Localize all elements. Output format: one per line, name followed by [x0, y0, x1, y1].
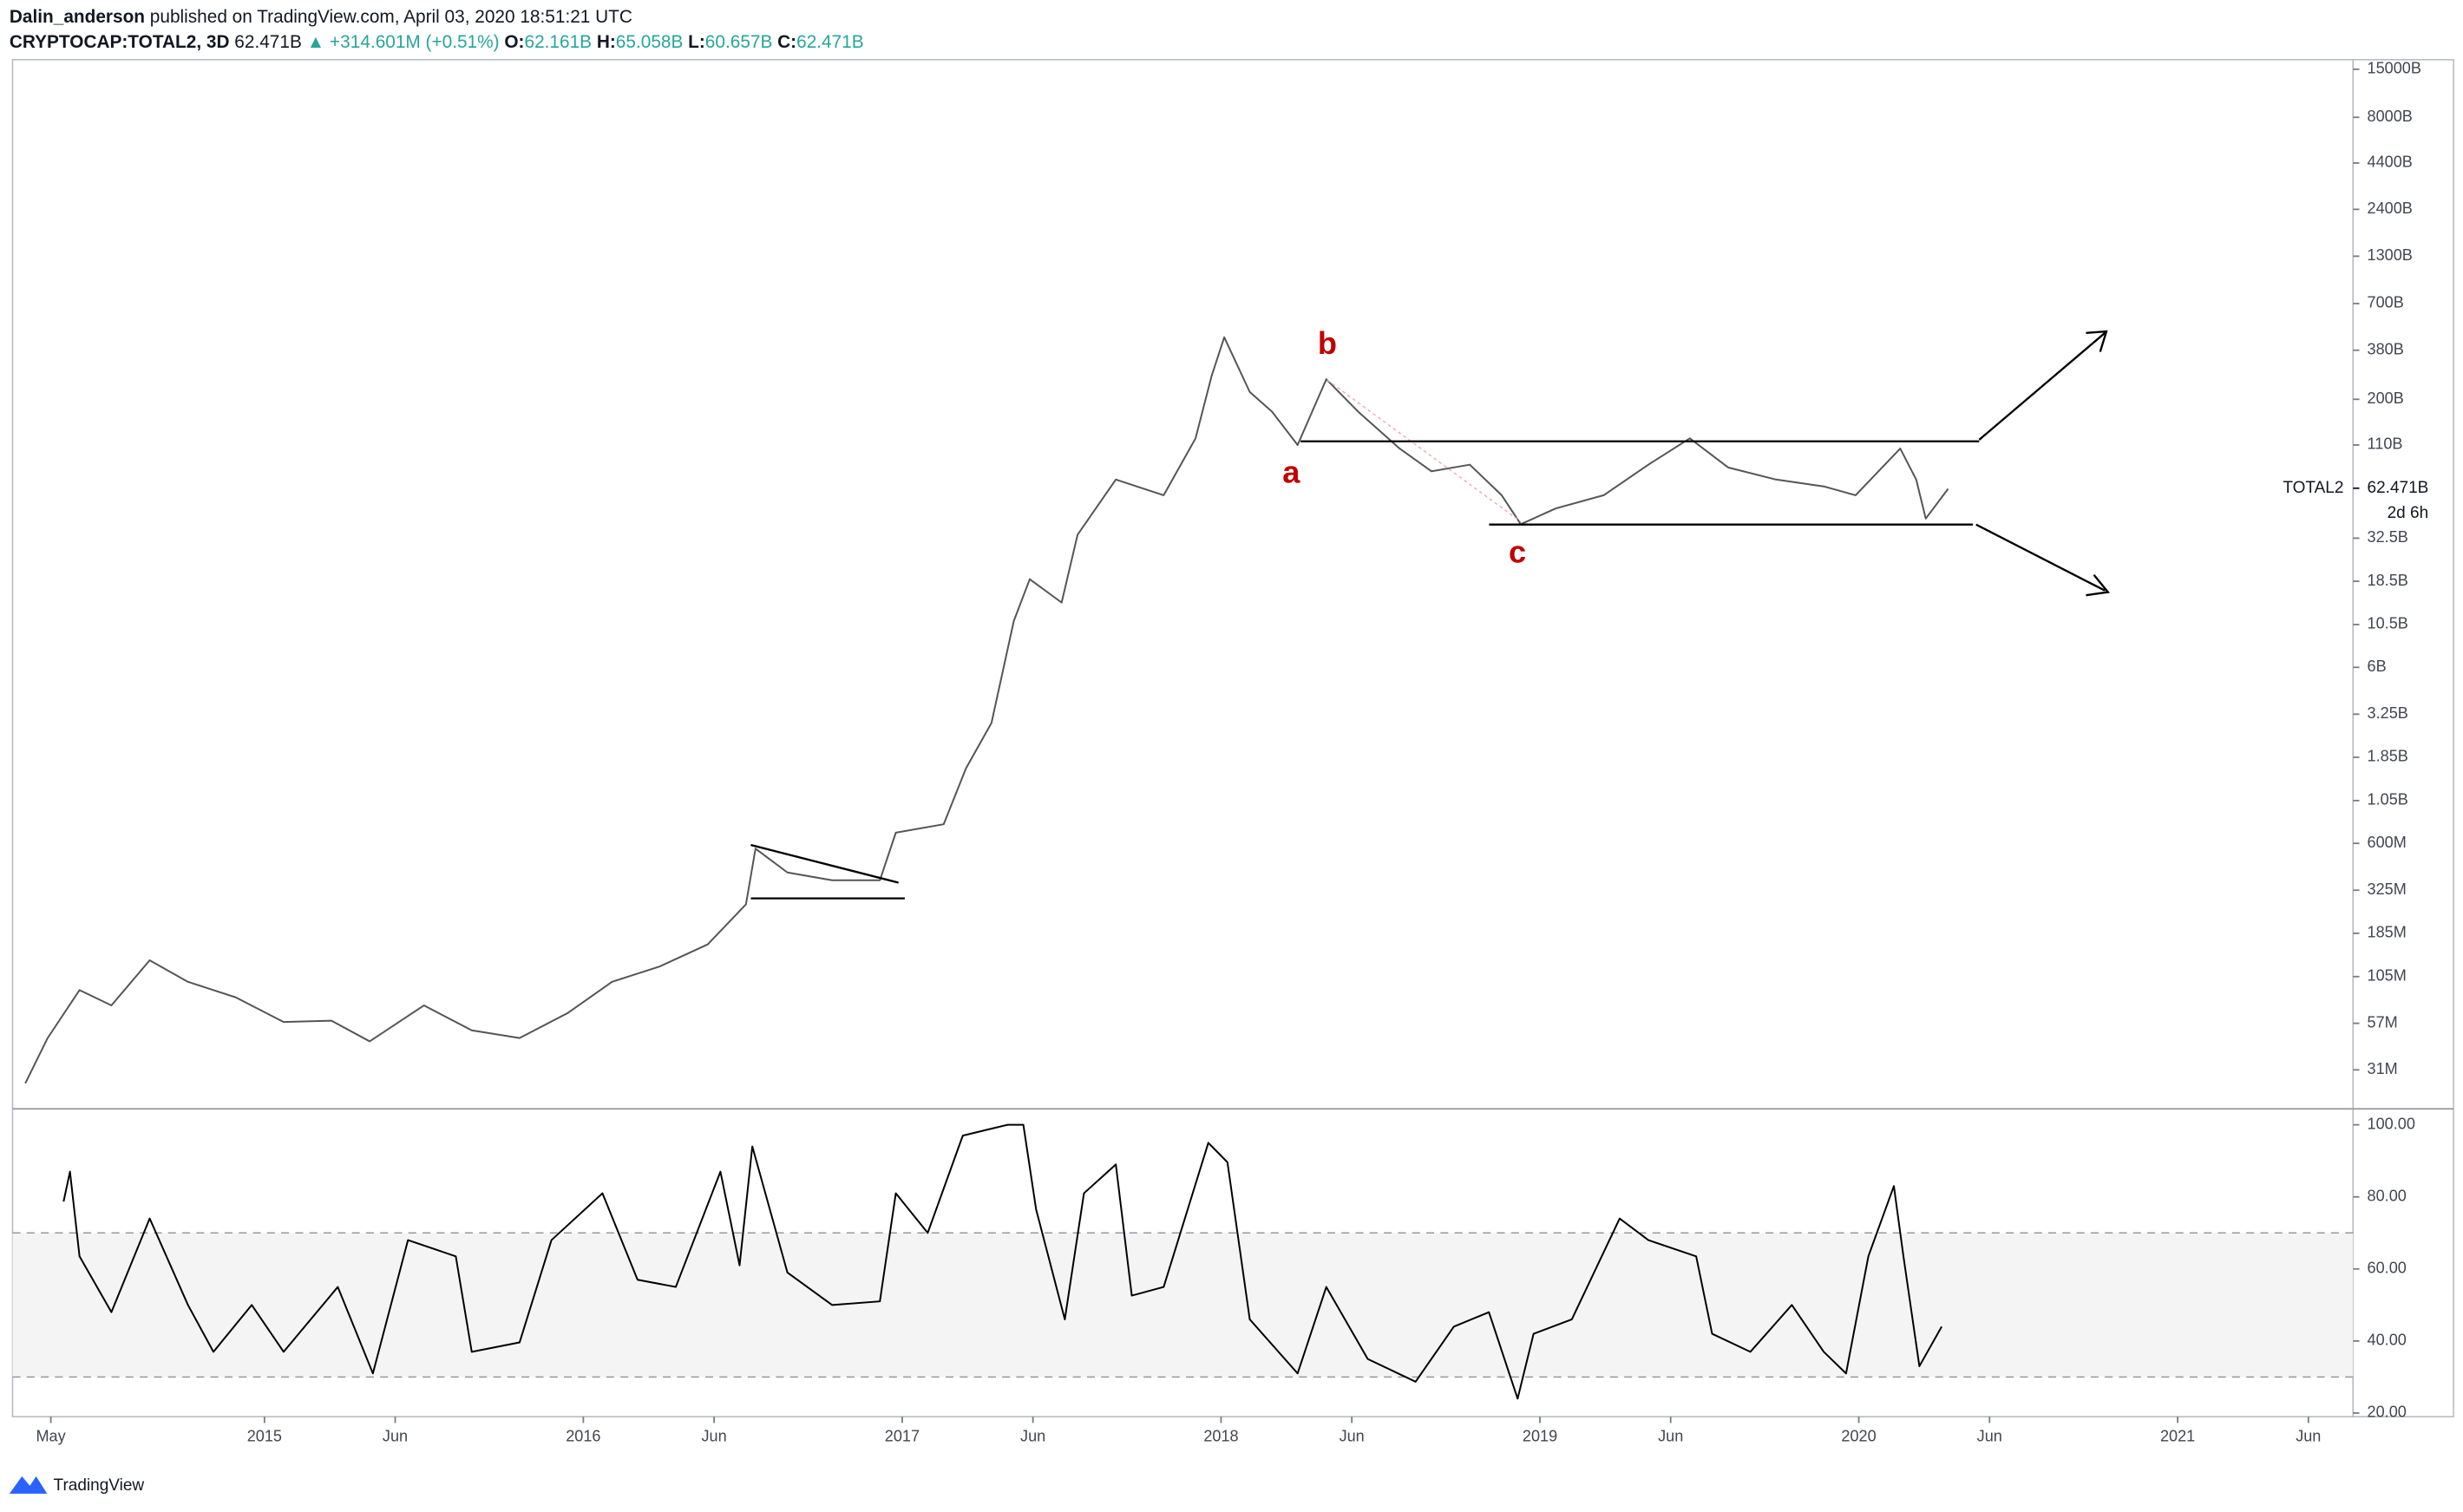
- band-fill: [12, 1233, 2354, 1378]
- y-tick-label: 20.00: [2368, 1404, 2407, 1421]
- close: 62.471B: [796, 31, 864, 51]
- arrow-down-head: [2086, 573, 2111, 597]
- x-tick-label: Jun: [1340, 1427, 1365, 1444]
- price: 62.471B: [234, 31, 302, 51]
- wave-label: c: [1509, 534, 1526, 570]
- series-name: TOTAL2: [2283, 479, 2343, 497]
- y-tick-label: 600M: [2368, 834, 2407, 851]
- chart-layer: 15000B 8000B 4400B 2400B 1300B 700B 380B 200B 11…: [12, 60, 2429, 1444]
- y-tick-label: 200B: [2368, 389, 2404, 407]
- y-tick-label: 4400B: [2368, 154, 2413, 171]
- y-tick-label: 32.5B: [2368, 528, 2408, 546]
- y-tick-label: 325M: [2368, 880, 2407, 898]
- x-tick-label: 2016: [566, 1427, 600, 1444]
- y-tick-label: 10.5B: [2368, 615, 2408, 632]
- y-tick-label: 31M: [2368, 1060, 2398, 1077]
- high: 65.058B: [616, 31, 684, 51]
- ticker-line: CRYPTOCAP:TOTAL2, 3D 62.471B ▲ +314.601M…: [10, 31, 864, 51]
- price-axis-frame: [2352, 59, 2454, 1417]
- y-tick-label: 3.25B: [2368, 704, 2408, 722]
- triangle-upper: [750, 843, 899, 884]
- y-tick-label: 700B: [2368, 294, 2404, 311]
- x-tick-label: Jun: [1020, 1427, 1045, 1444]
- y-tick-label: 6B: [2368, 658, 2387, 675]
- y-tick-label: 2400B: [2368, 200, 2413, 217]
- wave-line: [1326, 379, 1522, 522]
- countdown: 2d 6h: [2388, 504, 2429, 522]
- open-label: O:: [504, 31, 524, 51]
- close-label: C:: [777, 31, 796, 51]
- last-price-label: 62.471B: [2368, 479, 2429, 497]
- symbol: CRYPTOCAP:TOTAL2, 3D: [10, 31, 230, 51]
- x-tick-label: 2018: [1203, 1427, 1238, 1444]
- brand[interactable]: TradingView: [54, 1476, 145, 1495]
- y-tick-label: 15000B: [2368, 60, 2421, 77]
- series-line: [24, 336, 1949, 1084]
- open: 62.161B: [524, 31, 592, 51]
- low-label: L:: [688, 31, 705, 51]
- y-tick-label: 8000B: [2368, 108, 2413, 125]
- x-tick-label: Jun: [1658, 1427, 1683, 1444]
- x-tick-label: 2017: [885, 1427, 920, 1444]
- y-tick-label: 1300B: [2368, 246, 2413, 264]
- x-tick-label: Jun: [1977, 1427, 2002, 1444]
- arrow-up-head: [2086, 330, 2108, 352]
- x-tick-label: 2021: [2160, 1427, 2195, 1444]
- arrow-down: [1975, 523, 2106, 592]
- series-line: [62, 1123, 1942, 1400]
- wave-label: b: [1318, 325, 1337, 361]
- y-tick-label: 60.00: [2368, 1260, 2407, 1277]
- drawings: a b c: [750, 325, 2111, 900]
- y-tick-label: 18.5B: [2368, 572, 2408, 589]
- high-label: H:: [597, 31, 616, 51]
- x-tick-label: Jun: [2296, 1427, 2321, 1444]
- x-tick-label: 2019: [1523, 1427, 1557, 1444]
- y-tick-label: 40.00: [2368, 1332, 2407, 1349]
- y-tick-label: 1.05B: [2368, 791, 2408, 808]
- y-tick-label: 1.85B: [2368, 748, 2408, 765]
- x-tick-label: Jun: [701, 1427, 726, 1444]
- y-tick-label: 185M: [2368, 924, 2407, 941]
- header-line: Dalin_anderson published on TradingView.…: [10, 6, 632, 26]
- published: published on TradingView.com, April 03, …: [150, 6, 632, 26]
- x-tick-label: 2015: [247, 1427, 282, 1444]
- y-tick-label: 110B: [2368, 435, 2403, 453]
- x-tick-label: 2020: [1841, 1427, 1876, 1444]
- x-tick-label: May: [36, 1427, 66, 1444]
- y-tick-label: 380B: [2368, 341, 2404, 358]
- change: ▲ +314.601M (+0.51%): [307, 31, 500, 51]
- y-tick-label: 105M: [2368, 967, 2407, 985]
- wave-label: a: [1282, 454, 1300, 489]
- y-tick-label: 100.00: [2368, 1115, 2415, 1132]
- y-tick-label: 80.00: [2368, 1188, 2407, 1205]
- low: 60.657B: [705, 31, 773, 51]
- arrow-up: [1978, 331, 2106, 441]
- x-tick-label: Jun: [383, 1427, 408, 1444]
- author[interactable]: Dalin_anderson: [10, 6, 145, 26]
- y-tick-label: 57M: [2368, 1013, 2398, 1031]
